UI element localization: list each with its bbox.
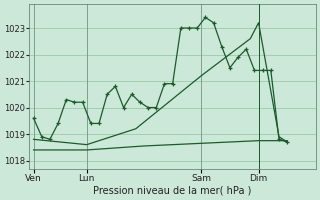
X-axis label: Pression niveau de la mer( hPa ): Pression niveau de la mer( hPa ) [93, 186, 252, 196]
